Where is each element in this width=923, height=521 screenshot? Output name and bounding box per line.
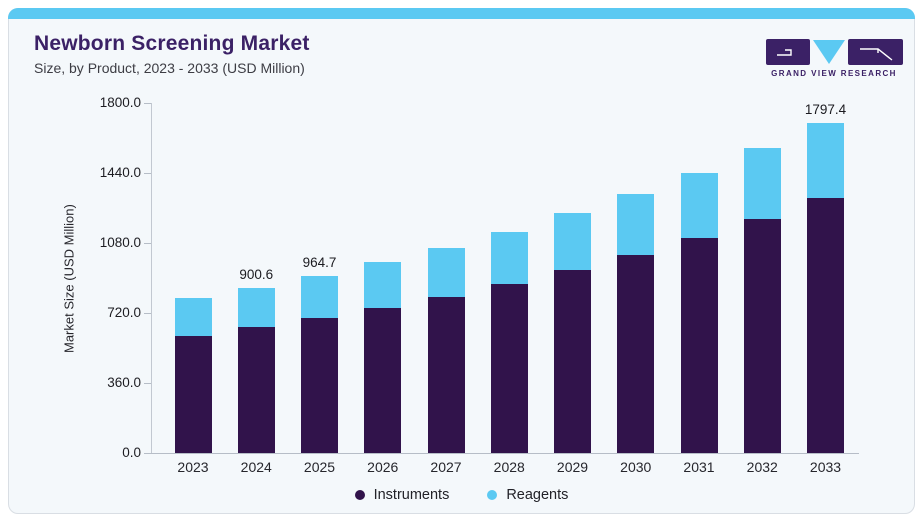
x-tick-label: 2030 bbox=[620, 459, 652, 475]
x-tick-label: 2033 bbox=[809, 459, 842, 475]
bar-segment-instruments bbox=[554, 270, 591, 453]
bar-segment-instruments bbox=[743, 219, 781, 453]
bar-segment-reagents bbox=[490, 232, 528, 285]
legend-dot-icon bbox=[487, 490, 498, 500]
logo-blocks bbox=[761, 39, 907, 66]
logo-brand-text: GRAND VIEW RESEARCH bbox=[771, 69, 897, 78]
logo-g-block bbox=[765, 39, 810, 65]
legend-item-instruments: Instruments bbox=[354, 487, 450, 503]
bar-total-label: 964.7 bbox=[302, 254, 337, 270]
y-tick-label: 1440.0 bbox=[99, 165, 141, 180]
y-axis-title: Market Size (USD Million) bbox=[61, 204, 77, 354]
bar-segment-instruments bbox=[807, 198, 844, 453]
bar-segment-reagents bbox=[807, 123, 844, 199]
y-tick-label: 360.0 bbox=[107, 375, 141, 390]
card-top-strip bbox=[8, 8, 915, 19]
x-tick-label: 2029 bbox=[556, 459, 589, 475]
logo-r-block bbox=[847, 39, 903, 65]
bar-segment-instruments bbox=[237, 327, 275, 453]
bar-segment-reagents bbox=[364, 262, 402, 308]
legend-dot-icon bbox=[354, 490, 365, 500]
bar-segment-reagents bbox=[617, 194, 655, 256]
y-tick-mark bbox=[144, 453, 151, 454]
grand-view-research-logo: GRAND VIEW RESEARCH bbox=[761, 39, 907, 78]
bar-segment-instruments bbox=[301, 318, 338, 453]
bar-segment-reagents bbox=[743, 148, 781, 220]
x-tick-label: 2026 bbox=[367, 459, 399, 475]
bar-segment-instruments bbox=[617, 255, 655, 453]
logo-g-glyph bbox=[776, 49, 792, 56]
y-tick-mark bbox=[144, 103, 151, 104]
x-tick-label: 2032 bbox=[746, 459, 778, 475]
x-tick-label: 2027 bbox=[430, 459, 462, 475]
logo-v-triangle-icon bbox=[812, 40, 845, 64]
x-tick-label: 2024 bbox=[240, 459, 272, 475]
bar-segment-reagents bbox=[680, 173, 718, 239]
bar-segment-reagents bbox=[301, 275, 338, 319]
x-tick-label: 2031 bbox=[683, 459, 715, 475]
x-tick-label: 2025 bbox=[303, 459, 336, 475]
bar-segment-instruments bbox=[174, 336, 212, 453]
legend-item-reagents: Reagents bbox=[487, 487, 568, 503]
bar-segment-instruments bbox=[490, 284, 528, 453]
y-tick-mark bbox=[144, 383, 151, 384]
y-axis-line bbox=[151, 103, 152, 453]
bar-segment-instruments bbox=[680, 238, 718, 453]
bar-total-label: 1797.4 bbox=[804, 102, 847, 117]
bar-total-label: 900.6 bbox=[239, 266, 274, 282]
page-subtitle: Size, by Product, 2023 - 2033 (USD Milli… bbox=[34, 60, 305, 76]
x-tick-label: 2028 bbox=[493, 459, 525, 475]
chart-card: Newborn Screening Market Size, by Produc… bbox=[8, 8, 915, 514]
y-tick-label: 1800.0 bbox=[99, 95, 141, 110]
bar-segment-instruments bbox=[364, 307, 402, 453]
x-tick-label: 2023 bbox=[177, 459, 209, 475]
y-tick-mark bbox=[144, 313, 151, 314]
bar-segment-instruments bbox=[427, 297, 465, 453]
y-tick-label: 720.0 bbox=[107, 305, 141, 320]
y-tick-label: 0.0 bbox=[122, 445, 141, 460]
y-tick-mark bbox=[144, 243, 151, 244]
logo-r-glyph bbox=[859, 48, 892, 61]
legend-label: Instruments bbox=[373, 487, 450, 503]
x-axis-line bbox=[149, 453, 859, 454]
chart-legend: Instruments Reagents bbox=[9, 486, 914, 504]
legend-label: Reagents bbox=[506, 487, 569, 503]
bar-segment-reagents bbox=[237, 287, 275, 328]
bar-segment-reagents bbox=[427, 248, 465, 298]
page-title: Newborn Screening Market bbox=[34, 32, 310, 55]
y-tick-mark bbox=[144, 173, 151, 174]
bar-segment-reagents bbox=[174, 298, 212, 337]
bar-segment-reagents bbox=[554, 213, 591, 271]
y-tick-label: 1080.0 bbox=[99, 235, 141, 250]
